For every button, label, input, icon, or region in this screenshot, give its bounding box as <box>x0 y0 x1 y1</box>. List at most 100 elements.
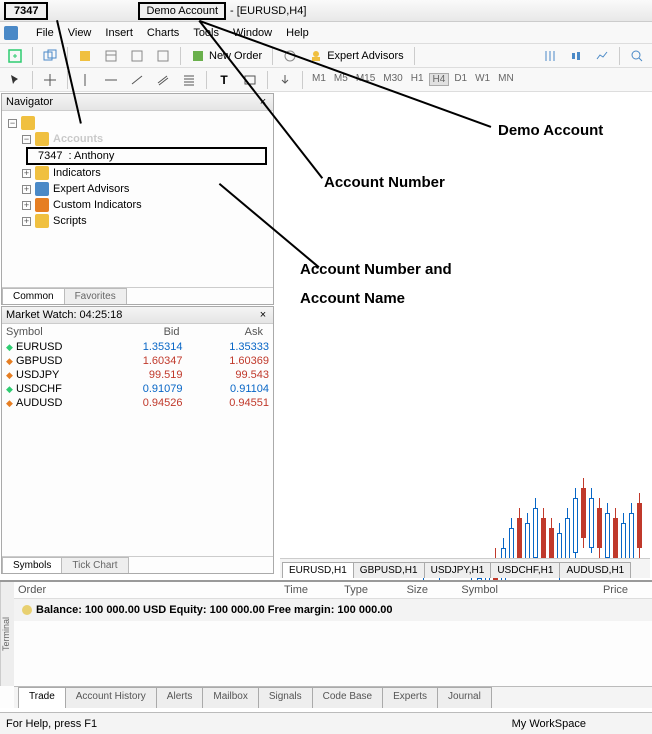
symbol-label: USDCHF <box>16 383 96 395</box>
tree-root[interactable]: − <box>8 115 267 131</box>
terminal-tab-signals[interactable]: Signals <box>258 687 313 708</box>
tab-symbols[interactable]: Symbols <box>2 557 62 573</box>
market-row-usdjpy[interactable]: USDJPY99.51999.543 <box>2 368 273 382</box>
tb-zoom-in-icon[interactable] <box>626 46 648 66</box>
account-number: 7347 <box>38 150 62 162</box>
expand-icon[interactable]: + <box>22 217 31 226</box>
col-price[interactable]: Price <box>518 584 648 596</box>
tb-market-watch-icon[interactable] <box>74 46 96 66</box>
timeframe-w1[interactable]: W1 <box>472 73 493 86</box>
separator <box>619 47 620 65</box>
ask-value: 1.60369 <box>183 355 270 367</box>
menu-view[interactable]: View <box>68 27 92 39</box>
tree-item-custom-indicators[interactable]: + Custom Indicators <box>22 197 267 213</box>
tb-cursor-icon[interactable] <box>4 70 26 90</box>
tb-terminal-icon[interactable] <box>126 46 148 66</box>
market-watch-close-icon[interactable]: × <box>257 309 269 321</box>
terminal-tab-code-base[interactable]: Code Base <box>312 687 383 708</box>
timeframe-h4[interactable]: H4 <box>429 73 450 86</box>
tb-profiles-icon[interactable] <box>39 46 61 66</box>
collapse-icon[interactable]: − <box>22 135 31 144</box>
expert-advisors-button[interactable]: Expert Advisors <box>305 49 407 63</box>
timeframe-h1[interactable]: H1 <box>408 73 427 86</box>
col-time[interactable]: Time <box>68 584 328 596</box>
tb-new-chart-icon[interactable] <box>4 46 26 66</box>
col-symbol[interactable]: Symbol <box>6 326 96 338</box>
tab-common[interactable]: Common <box>2 288 65 304</box>
terminal-tab-experts[interactable]: Experts <box>382 687 438 708</box>
tb-bar-chart-icon[interactable] <box>539 46 561 66</box>
tree-item-scripts[interactable]: + Scripts <box>22 213 267 229</box>
col-order[interactable]: Order <box>18 584 68 596</box>
timeframe-d1[interactable]: D1 <box>451 73 470 86</box>
balance-row[interactable]: Balance: 100 000.00 USD Equity: 100 000.… <box>22 601 644 619</box>
terminal-tab-trade[interactable]: Trade <box>18 687 66 708</box>
tb-line-chart-icon[interactable] <box>591 46 613 66</box>
chart-tab-gbpusd-h1[interactable]: GBPUSD,H1 <box>353 562 425 578</box>
separator <box>180 47 181 65</box>
menu-insert[interactable]: Insert <box>105 27 133 39</box>
menu-help[interactable]: Help <box>286 27 309 39</box>
market-watch-header: Market Watch: 04:25:18 × <box>2 307 273 324</box>
timeframe-mn[interactable]: MN <box>495 73 517 86</box>
tree-item-indicators[interactable]: +Indicators <box>22 165 267 181</box>
menu-window[interactable]: Window <box>233 27 272 39</box>
tb-candle-icon[interactable] <box>565 46 587 66</box>
tb-crosshair-icon[interactable] <box>39 70 61 90</box>
col-bid[interactable]: Bid <box>96 326 180 338</box>
chart-tab-eurusd-h1[interactable]: EURUSD,H1 <box>282 562 354 578</box>
tb-vline-icon[interactable] <box>74 70 96 90</box>
terminal-tab-alerts[interactable]: Alerts <box>156 687 204 708</box>
expand-icon[interactable]: + <box>22 201 31 210</box>
expand-icon[interactable]: + <box>22 185 31 194</box>
tb-hline-icon[interactable] <box>100 70 122 90</box>
terminal-tab-account-history[interactable]: Account History <box>65 687 157 708</box>
market-row-eurusd[interactable]: EURUSD1.353141.35333 <box>2 340 273 354</box>
chart-area[interactable]: EURUSD,H1GBPUSD,H1USDJPY,H1USDCHF,H1AUDU… <box>280 164 650 578</box>
annotation-demo-account: Demo Account <box>498 122 603 139</box>
chart-tab-usdjpy-h1[interactable]: USDJPY,H1 <box>424 562 492 578</box>
tree-label: Scripts <box>53 215 87 227</box>
annotation-account-number: Account Number <box>324 174 445 191</box>
chart-tab-audusd-h1[interactable]: AUDUSD,H1 <box>559 562 631 578</box>
balance-text: Balance: 100 000.00 USD Equity: 100 000.… <box>36 604 392 616</box>
tb-text-icon[interactable]: T <box>213 70 235 90</box>
tb-arrows-icon[interactable] <box>274 70 296 90</box>
col-size[interactable]: Size <box>388 584 448 596</box>
col-ask[interactable]: Ask <box>180 326 270 338</box>
tb-channel-icon[interactable] <box>152 70 174 90</box>
accounts-icon <box>35 132 49 146</box>
tree-accounts[interactable]: − Accounts <box>22 131 267 147</box>
col-type[interactable]: Type <box>328 584 388 596</box>
balance-icon <box>22 605 32 615</box>
tb-tester-icon[interactable] <box>152 46 174 66</box>
expand-icon[interactable]: + <box>22 169 31 178</box>
symbol-label: AUDUSD <box>16 397 96 409</box>
timeframe-m1[interactable]: M1 <box>309 73 329 86</box>
menu-charts[interactable]: Charts <box>147 27 179 39</box>
tab-favorites[interactable]: Favorites <box>64 288 127 304</box>
tb-navigator-icon[interactable] <box>100 46 122 66</box>
direction-icon <box>6 397 16 409</box>
annotation-account-name: Account Number and Account Name <box>300 256 452 313</box>
separator <box>32 47 33 65</box>
col-symbol[interactable]: Symbol <box>448 584 518 596</box>
navigator-header: Navigator × <box>2 94 273 111</box>
tree-label: Custom Indicators <box>53 199 142 211</box>
tb-trendline-icon[interactable] <box>126 70 148 90</box>
tab-tick-chart[interactable]: Tick Chart <box>61 557 128 573</box>
collapse-icon[interactable]: − <box>8 119 17 128</box>
chart-tab-usdchf-h1[interactable]: USDCHF,H1 <box>490 562 560 578</box>
terminal-tab-journal[interactable]: Journal <box>437 687 492 708</box>
market-row-gbpusd[interactable]: GBPUSD1.603471.60369 <box>2 354 273 368</box>
menu-file[interactable]: File <box>36 27 54 39</box>
market-row-audusd[interactable]: AUDUSD0.945260.94551 <box>2 396 273 410</box>
left-column: Navigator × − − Accounts 7347 : Anthony … <box>0 92 275 575</box>
account-entry[interactable]: 7347 : Anthony <box>26 147 267 165</box>
market-row-usdchf[interactable]: USDCHF0.910790.91104 <box>2 382 273 396</box>
timeframe-m30[interactable]: M30 <box>380 73 405 86</box>
tb-fibo-icon[interactable] <box>178 70 200 90</box>
new-order-label: New Order <box>209 50 262 62</box>
direction-icon <box>6 341 16 353</box>
terminal-tab-mailbox[interactable]: Mailbox <box>202 687 258 708</box>
